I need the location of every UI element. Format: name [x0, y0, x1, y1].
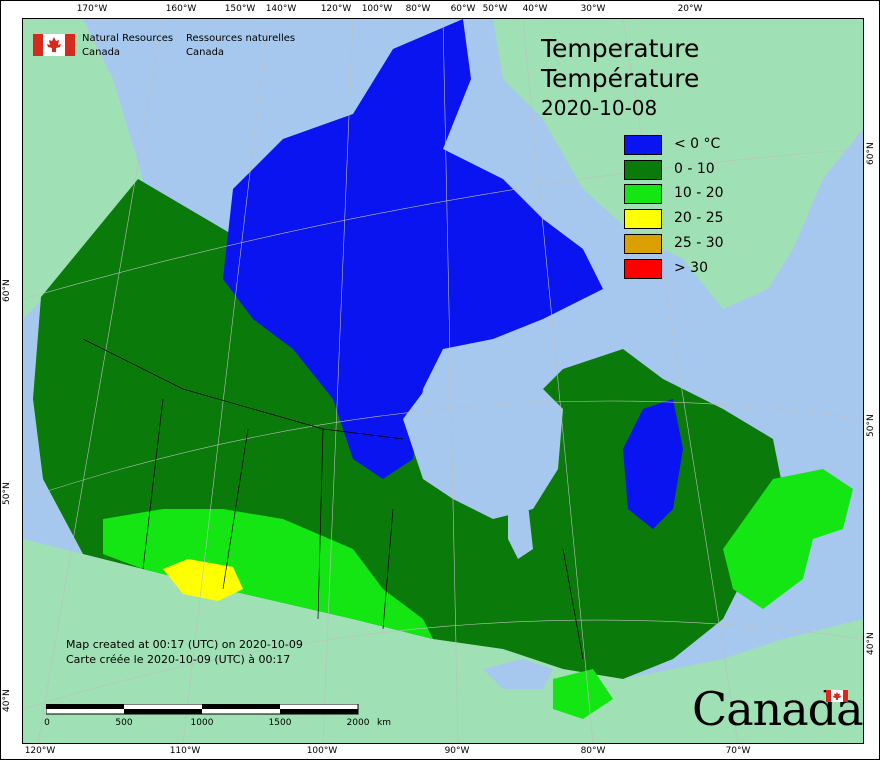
united-states — [23, 539, 863, 743]
tick-right: 40°N — [866, 632, 876, 655]
agency-name-en: Natural Resources Canada — [82, 32, 173, 60]
scale-label: 1500 — [268, 718, 292, 728]
tick-left: 60°N — [2, 279, 12, 302]
legend-label: 20 - 25 — [674, 210, 724, 226]
map-date: 2020-10-08 — [541, 96, 658, 120]
tick-bottom: 110°W — [169, 746, 201, 756]
tick-top: 60°W — [450, 4, 476, 14]
legend-item: 20 - 25 — [624, 209, 874, 229]
agency-fr-line1: Ressources naturelles — [186, 33, 296, 44]
legend-item: 10 - 20 — [624, 184, 874, 204]
tick-top: 170°W — [76, 4, 108, 14]
region-20-25 — [163, 559, 243, 601]
tick-top: 50°W — [482, 4, 508, 14]
legend-label: 10 - 20 — [674, 185, 724, 201]
scale-label: 2000 — [346, 718, 370, 728]
tick-left: 40°N — [2, 689, 12, 712]
scale-label: 500 — [115, 718, 133, 728]
scale-label: 1000 — [190, 718, 214, 728]
scale-unit: km — [377, 718, 391, 728]
legend-item: < 0 °C — [624, 135, 874, 155]
legend-item: 25 - 30 — [624, 234, 874, 254]
region-below-0-arctic — [223, 19, 603, 479]
credit-fr: Carte créée le 2020-10-09 (UTC) à 00:17 — [66, 653, 291, 666]
region-10-20-ontario — [553, 669, 613, 719]
scale-bar — [46, 704, 359, 715]
alaska — [23, 19, 143, 319]
legend-label: 0 - 10 — [674, 161, 715, 177]
tick-top: 120°W — [320, 4, 352, 14]
tick-top: 40°W — [522, 4, 548, 14]
wordmark-flag-icon — [826, 690, 848, 702]
agency-en-line2: Canada — [82, 47, 121, 58]
credit-en: Map created at 00:17 (UTC) on 2020-10-09 — [66, 638, 303, 651]
legend-item: 0 - 10 — [624, 160, 874, 180]
legend-swatch — [624, 184, 662, 204]
region-10-20-prairies — [103, 509, 433, 639]
tick-left: 50°N — [2, 482, 12, 505]
agency-fr-line2: Canada — [186, 47, 225, 58]
legend-swatch — [624, 160, 662, 180]
tick-bottom: 100°W — [306, 746, 338, 756]
temperature-map — [22, 18, 864, 744]
legend-swatch — [624, 259, 662, 279]
tick-top: 100°W — [361, 4, 393, 14]
tick-bottom: 90°W — [444, 746, 470, 756]
tick-bottom: 80°W — [580, 746, 606, 756]
scale-label: 0 — [44, 718, 50, 728]
tick-top: 140°W — [265, 4, 297, 14]
great-lakes — [483, 659, 553, 689]
graticule-lines — [23, 19, 863, 743]
tick-right: 50°N — [866, 414, 876, 437]
tick-top: 30°W — [580, 4, 606, 14]
legend-label: > 30 — [674, 260, 708, 276]
tick-bottom: 120°W — [24, 746, 56, 756]
legend-swatch — [624, 135, 662, 155]
legend-item: > 30 — [624, 259, 874, 279]
title-fr: Température — [541, 64, 700, 93]
james-bay — [508, 504, 533, 559]
map-canvas — [23, 19, 863, 743]
agency-en-line1: Natural Resources — [82, 33, 174, 44]
title-en: Temperature — [541, 34, 700, 63]
tick-bottom: 70°W — [725, 746, 751, 756]
region-10-20-atlantic — [723, 469, 853, 609]
tick-top: 150°W — [224, 4, 256, 14]
legend-label: 25 - 30 — [674, 235, 724, 251]
tick-top: 80°W — [405, 4, 431, 14]
region-below-0-quebec — [623, 399, 683, 529]
canada-flag-icon — [33, 34, 75, 56]
legend-label: < 0 °C — [674, 136, 721, 152]
hudson-bay — [403, 369, 563, 519]
legend-swatch — [624, 234, 662, 254]
greenland — [493, 19, 863, 309]
tick-top: 20°W — [677, 4, 703, 14]
provincial-borders — [82, 338, 584, 660]
agency-name-fr: Ressources naturelles Canada — [186, 32, 295, 60]
legend-swatch — [624, 209, 662, 229]
tick-top: 160°W — [165, 4, 197, 14]
